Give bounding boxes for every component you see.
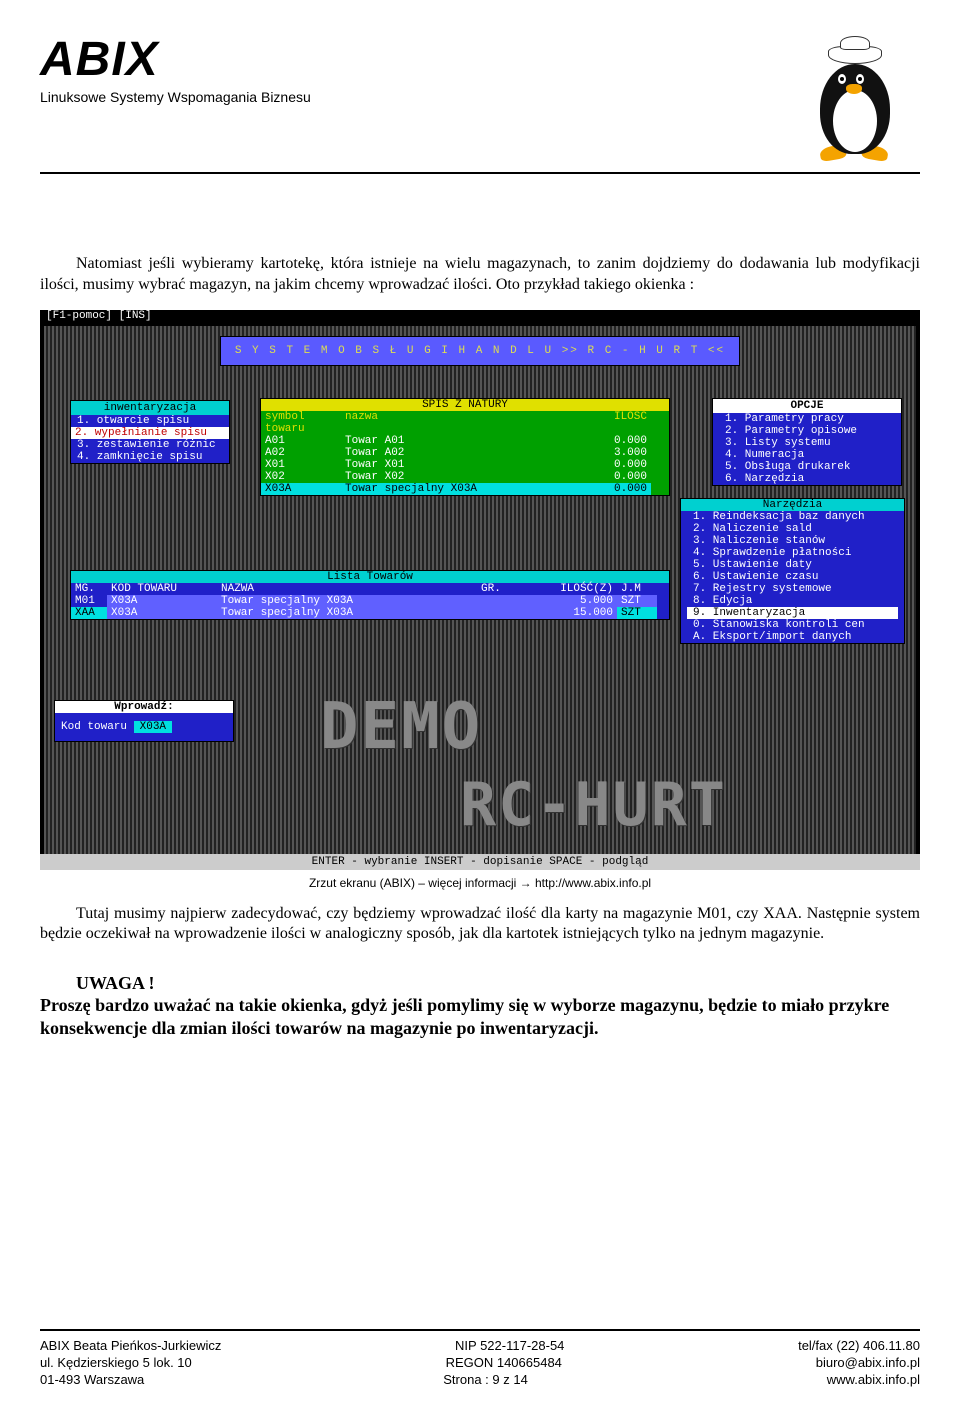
page-footer: ABIX Beata Pieńkos-JurkiewiczNIP 522-117… bbox=[40, 1329, 920, 1388]
opcje-menu: OPCJE 1. Parametry pracy2. Parametry opi… bbox=[712, 398, 902, 486]
system-banner: S Y S T E M O B S Ł U G I H A N D L U >>… bbox=[220, 336, 740, 366]
lc-5: J.M bbox=[617, 583, 657, 595]
wprowadz-value[interactable]: X03A bbox=[134, 721, 172, 733]
lista-row[interactable]: M01X03ATowar specjalny X03A5.000SZT bbox=[71, 595, 669, 607]
narzedzia-item[interactable]: 7. Rejestry systemowe bbox=[687, 583, 898, 595]
lista-title: Lista Towarów bbox=[71, 571, 669, 583]
lc-0: MG. bbox=[71, 583, 107, 595]
brand-name: ABIX bbox=[40, 32, 311, 87]
spis-table: SPIS Z NATURY symbol towaru nazwa ILOŚĆ … bbox=[260, 398, 670, 496]
lc-2: NAZWA bbox=[217, 583, 477, 595]
narzedzia-item[interactable]: 2. Naliczenie sald bbox=[687, 523, 898, 535]
narzedzia-item[interactable]: 8. Edycja bbox=[687, 595, 898, 607]
lista-columns: MG. KOD TOWARU NAZWA GR. ILOŚĆ(Z) J.M bbox=[71, 583, 669, 595]
wprowadz-title: Wprowadź: bbox=[55, 701, 233, 713]
opcje-title: OPCJE bbox=[713, 399, 901, 413]
lc-1: KOD TOWARU bbox=[107, 583, 217, 595]
lc-4: ILOŚĆ(Z) bbox=[517, 583, 617, 595]
header-rule bbox=[40, 172, 920, 174]
watermark-rchurt: RC-HURT bbox=[460, 770, 727, 840]
inv-item-0[interactable]: 1. otwarcie spisu bbox=[71, 415, 229, 427]
lc-3: GR. bbox=[477, 583, 517, 595]
tux-logo bbox=[790, 32, 920, 162]
opcje-item[interactable]: 2. Parametry opisowe bbox=[719, 425, 895, 437]
uwaga-paragraph: Proszę bardzo uważać na takie okienka, g… bbox=[40, 994, 920, 1039]
paragraph-2: Tutaj musimy najpierw zadecydować, czy b… bbox=[40, 904, 920, 946]
spis-row[interactable]: X03ATowar specjalny X03A0.000 bbox=[261, 483, 669, 495]
spis-row[interactable]: A02Towar A023.000 bbox=[261, 447, 669, 459]
spis-columns: symbol towaru nazwa ILOŚĆ bbox=[261, 411, 669, 435]
opcje-item[interactable]: 5. Obsługa drukarek bbox=[719, 461, 895, 473]
narzedzia-item[interactable]: 0. Stanowiska kontroli cen bbox=[687, 619, 898, 631]
narzedzia-title: Narzędzia bbox=[681, 499, 904, 511]
uwaga-heading: UWAGA ! bbox=[40, 973, 920, 994]
wprowadz-field: Kod towaru X03A bbox=[55, 713, 233, 741]
spis-col-2: ILOŚĆ bbox=[571, 411, 651, 435]
intro-paragraph: Natomiast jeśli wybieramy kartotekę, któ… bbox=[40, 254, 920, 296]
footer-rule bbox=[40, 1329, 920, 1331]
spis-row[interactable]: X02Towar X020.000 bbox=[261, 471, 669, 483]
spis-col-1: nazwa bbox=[341, 411, 571, 435]
inventory-menu-title: inwentaryzacja bbox=[71, 401, 229, 415]
letterhead: ABIX Linuksowe Systemy Wspomagania Bizne… bbox=[40, 32, 920, 162]
brand-block: ABIX Linuksowe Systemy Wspomagania Bizne… bbox=[40, 32, 311, 105]
footer-row: 01-493 WarszawaStrona : 9 z 14www.abix.i… bbox=[40, 1371, 920, 1388]
status-top: [F1-pomoc] [INS] bbox=[40, 310, 920, 324]
watermark-demo: DEMO bbox=[320, 690, 482, 764]
inv-item-1[interactable]: 2. wypełnianie spisu bbox=[71, 427, 229, 439]
screenshot-caption: Zrzut ekranu (ABIX) – więcej informacji … bbox=[40, 876, 920, 890]
opcje-item[interactable]: 6. Narzędzia bbox=[719, 473, 895, 485]
wprowadz-box: Wprowadź: Kod towaru X03A bbox=[54, 700, 234, 742]
narzedzia-item[interactable]: 5. Ustawienie daty bbox=[687, 559, 898, 571]
opcje-item[interactable]: 4. Numeracja bbox=[719, 449, 895, 461]
spis-col-0: symbol towaru bbox=[261, 411, 341, 435]
opcje-item[interactable]: 3. Listy systemu bbox=[719, 437, 895, 449]
narzedzia-menu: Narzędzia 1. Reindeksacja baz danych2. N… bbox=[680, 498, 905, 644]
inv-item-3[interactable]: 4. zamknięcie spisu bbox=[71, 451, 229, 463]
lista-towarow: Lista Towarów MG. KOD TOWARU NAZWA GR. I… bbox=[70, 570, 670, 620]
inv-item-2[interactable]: 3. zestawienie różnic bbox=[71, 439, 229, 451]
narzedzia-item[interactable]: 1. Reindeksacja baz danych bbox=[687, 511, 898, 523]
brand-tagline: Linuksowe Systemy Wspomagania Biznesu bbox=[40, 89, 311, 105]
spis-row[interactable]: X01Towar X010.000 bbox=[261, 459, 669, 471]
narzedzia-item[interactable]: 4. Sprawdzenie płatności bbox=[687, 547, 898, 559]
narzedzia-item[interactable]: 3. Naliczenie stanów bbox=[687, 535, 898, 547]
narzedzia-item[interactable]: 9. Inwentaryzacja bbox=[687, 607, 898, 619]
narzedzia-item[interactable]: 6. Ustawienie czasu bbox=[687, 571, 898, 583]
footer-row: ABIX Beata Pieńkos-JurkiewiczNIP 522-117… bbox=[40, 1337, 920, 1354]
inventory-menu: inwentaryzacja 1. otwarcie spisu 2. wype… bbox=[70, 400, 230, 464]
lista-row[interactable]: XAAX03ATowar specjalny X03A15.000SZT bbox=[71, 607, 669, 619]
terminal-screenshot: [F1-pomoc] [INS] S Y S T E M O B S Ł U G… bbox=[40, 310, 920, 870]
wprowadz-label: Kod towaru bbox=[61, 721, 127, 733]
spis-row[interactable]: A01Towar A010.000 bbox=[261, 435, 669, 447]
narzedzia-item[interactable]: A. Eksport/import danych bbox=[687, 631, 898, 643]
footer-row: ul. Kędzierskiego 5 lok. 10REGON 1406654… bbox=[40, 1354, 920, 1371]
opcje-item[interactable]: 1. Parametry pracy bbox=[719, 413, 895, 425]
status-bottom: ENTER - wybranie INSERT - dopisanie SPAC… bbox=[40, 854, 920, 870]
spis-title: SPIS Z NATURY bbox=[261, 399, 669, 411]
